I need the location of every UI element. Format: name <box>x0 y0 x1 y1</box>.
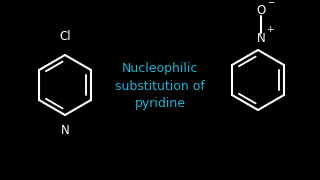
Text: O: O <box>256 3 266 17</box>
Text: −: − <box>267 0 275 6</box>
Text: N: N <box>60 125 69 138</box>
Text: +: + <box>266 26 274 35</box>
Text: N: N <box>257 31 265 44</box>
Text: Nucleophilic
substitution of
pyridine: Nucleophilic substitution of pyridine <box>115 62 205 110</box>
Text: Cl: Cl <box>59 30 71 44</box>
